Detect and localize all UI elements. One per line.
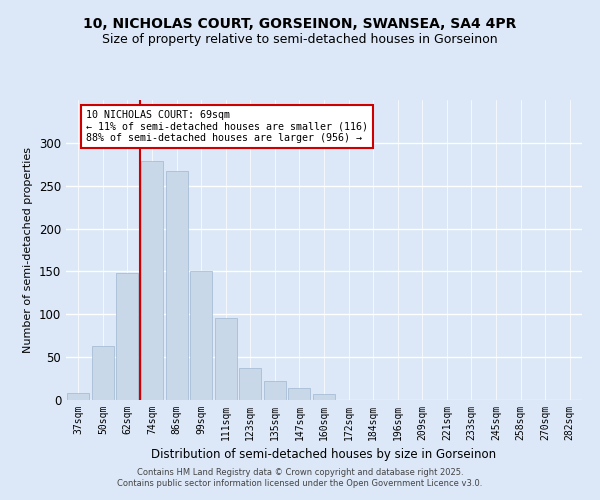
- Bar: [313, 394, 335, 400]
- Y-axis label: Number of semi-detached properties: Number of semi-detached properties: [23, 147, 34, 353]
- Bar: [264, 381, 286, 400]
- X-axis label: Distribution of semi-detached houses by size in Gorseinon: Distribution of semi-detached houses by …: [151, 448, 497, 462]
- Bar: [190, 272, 212, 400]
- Text: 10, NICHOLAS COURT, GORSEINON, SWANSEA, SA4 4PR: 10, NICHOLAS COURT, GORSEINON, SWANSEA, …: [83, 18, 517, 32]
- Bar: [92, 346, 114, 400]
- Bar: [67, 393, 89, 400]
- Text: Contains HM Land Registry data © Crown copyright and database right 2025.
Contai: Contains HM Land Registry data © Crown c…: [118, 468, 482, 487]
- Bar: [239, 368, 262, 400]
- Bar: [215, 318, 237, 400]
- Bar: [141, 161, 163, 400]
- Bar: [116, 273, 139, 400]
- Bar: [166, 171, 188, 400]
- Bar: [289, 388, 310, 400]
- Text: Size of property relative to semi-detached houses in Gorseinon: Size of property relative to semi-detach…: [102, 32, 498, 46]
- Text: 10 NICHOLAS COURT: 69sqm
← 11% of semi-detached houses are smaller (116)
88% of : 10 NICHOLAS COURT: 69sqm ← 11% of semi-d…: [86, 110, 368, 144]
